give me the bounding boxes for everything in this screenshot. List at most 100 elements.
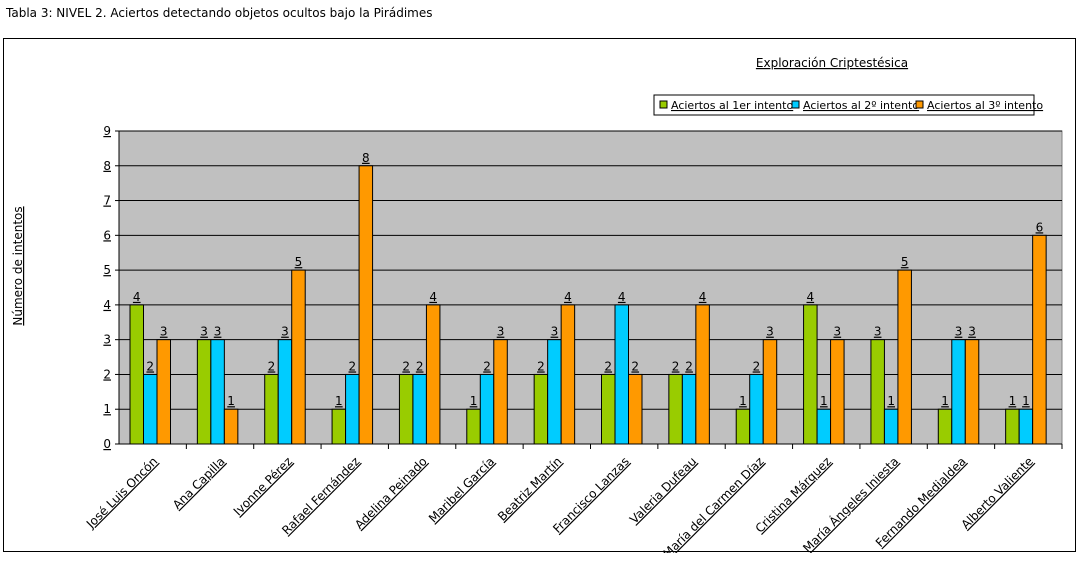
data-label: 4 xyxy=(618,290,626,304)
y-axis-label: Número de intentos xyxy=(11,206,25,325)
data-label: 3 xyxy=(955,325,963,339)
data-label: 1 xyxy=(739,394,747,408)
bar xyxy=(803,304,818,445)
x-tick-label: Alberto Valiente xyxy=(958,454,1036,532)
bar xyxy=(1005,408,1020,445)
y-tick-label: 6 xyxy=(103,228,111,242)
bar xyxy=(695,304,710,445)
x-tick-label: Ivonne Pérez xyxy=(231,454,295,518)
bar xyxy=(1018,408,1034,445)
data-label: 3 xyxy=(160,325,168,339)
bar xyxy=(479,373,495,445)
data-label: 2 xyxy=(537,359,545,373)
x-tick-label: Valeria Dufeau xyxy=(627,454,699,526)
legend-label: Aciertos al 1er intento xyxy=(671,99,793,112)
bar xyxy=(210,339,225,445)
bar xyxy=(897,269,912,445)
data-label: 3 xyxy=(281,325,289,339)
bar xyxy=(560,304,576,445)
plot-area xyxy=(118,130,1063,445)
x-tick-label: Maribel García xyxy=(426,454,497,525)
y-tick-label: 0 xyxy=(103,437,111,451)
data-label: 1 xyxy=(941,394,949,408)
legend-swatch xyxy=(791,100,800,109)
bar xyxy=(358,165,374,445)
data-label: 1 xyxy=(470,394,478,408)
data-label: 1 xyxy=(820,394,828,408)
bar xyxy=(196,339,212,445)
x-tick-label: Ana Capilla xyxy=(170,454,228,512)
y-tick-label: 8 xyxy=(103,159,111,173)
data-label: 4 xyxy=(429,290,437,304)
table-caption: Tabla 3: NIVEL 2. Aciertos detectando ob… xyxy=(6,6,433,20)
data-label: 3 xyxy=(766,325,774,339)
legend: Aciertos al 1er intento Aciertos al 2º in… xyxy=(653,94,1043,116)
data-label: 2 xyxy=(631,359,639,373)
data-label: 3 xyxy=(200,325,208,339)
bar xyxy=(937,408,953,445)
bar xyxy=(533,373,549,445)
data-label: 2 xyxy=(349,359,357,373)
x-tick-label: Francisco Lanzas xyxy=(550,454,632,536)
bar xyxy=(425,304,441,445)
data-label: 3 xyxy=(551,325,559,339)
legend-swatch xyxy=(659,100,668,109)
data-label: 2 xyxy=(685,359,693,373)
data-label: 1 xyxy=(227,394,235,408)
data-label: 2 xyxy=(604,359,612,373)
data-label: 2 xyxy=(402,359,410,373)
bar xyxy=(762,339,778,445)
y-tick-label: 4 xyxy=(103,298,111,312)
data-label: 5 xyxy=(295,255,303,269)
bar xyxy=(223,408,239,445)
bar xyxy=(681,373,697,445)
data-label: 3 xyxy=(874,325,882,339)
bar xyxy=(264,373,279,445)
data-label: 2 xyxy=(672,359,680,373)
data-label: 1 xyxy=(887,394,895,408)
data-label: 2 xyxy=(146,359,154,373)
y-tick-label: 7 xyxy=(103,194,111,208)
legend-swatch xyxy=(915,100,924,109)
bar xyxy=(345,373,360,445)
bar xyxy=(735,408,751,445)
x-tick-label: Adelina Peinado xyxy=(352,454,430,532)
x-tick-label: Beatriz Martín xyxy=(495,454,565,524)
bar xyxy=(291,269,306,445)
bar xyxy=(870,339,885,445)
legend-box xyxy=(653,94,1035,116)
data-label: 2 xyxy=(753,359,761,373)
data-label: 5 xyxy=(901,255,909,269)
data-label: 4 xyxy=(807,290,815,304)
plot-background xyxy=(118,130,1063,445)
bar xyxy=(830,339,845,445)
bar xyxy=(493,339,508,445)
chart-title: Exploración Criptestésica xyxy=(756,56,908,70)
legend-label: Aciertos al 3º intento xyxy=(927,99,1043,112)
data-label: 4 xyxy=(133,290,141,304)
y-tick-label: 1 xyxy=(103,402,111,416)
bar xyxy=(156,339,171,445)
data-label: 3 xyxy=(968,325,976,339)
bar xyxy=(749,373,764,445)
data-label: 3 xyxy=(497,325,505,339)
data-label: 1 xyxy=(1022,394,1030,408)
bar xyxy=(412,373,427,445)
bar xyxy=(547,339,562,445)
bar xyxy=(143,373,158,445)
data-label: 2 xyxy=(416,359,424,373)
bar xyxy=(277,339,293,445)
bar xyxy=(816,408,832,445)
bar xyxy=(398,373,414,445)
bar xyxy=(129,304,144,445)
data-label: 3 xyxy=(834,325,842,339)
bar xyxy=(1032,234,1047,445)
y-tick-label: 9 xyxy=(103,124,111,138)
data-label: 8 xyxy=(362,151,370,165)
x-tick-label: José Luis Oncón xyxy=(83,454,160,531)
bar xyxy=(951,339,966,445)
bar xyxy=(628,373,643,445)
data-label: 1 xyxy=(335,394,343,408)
data-label: 2 xyxy=(483,359,491,373)
